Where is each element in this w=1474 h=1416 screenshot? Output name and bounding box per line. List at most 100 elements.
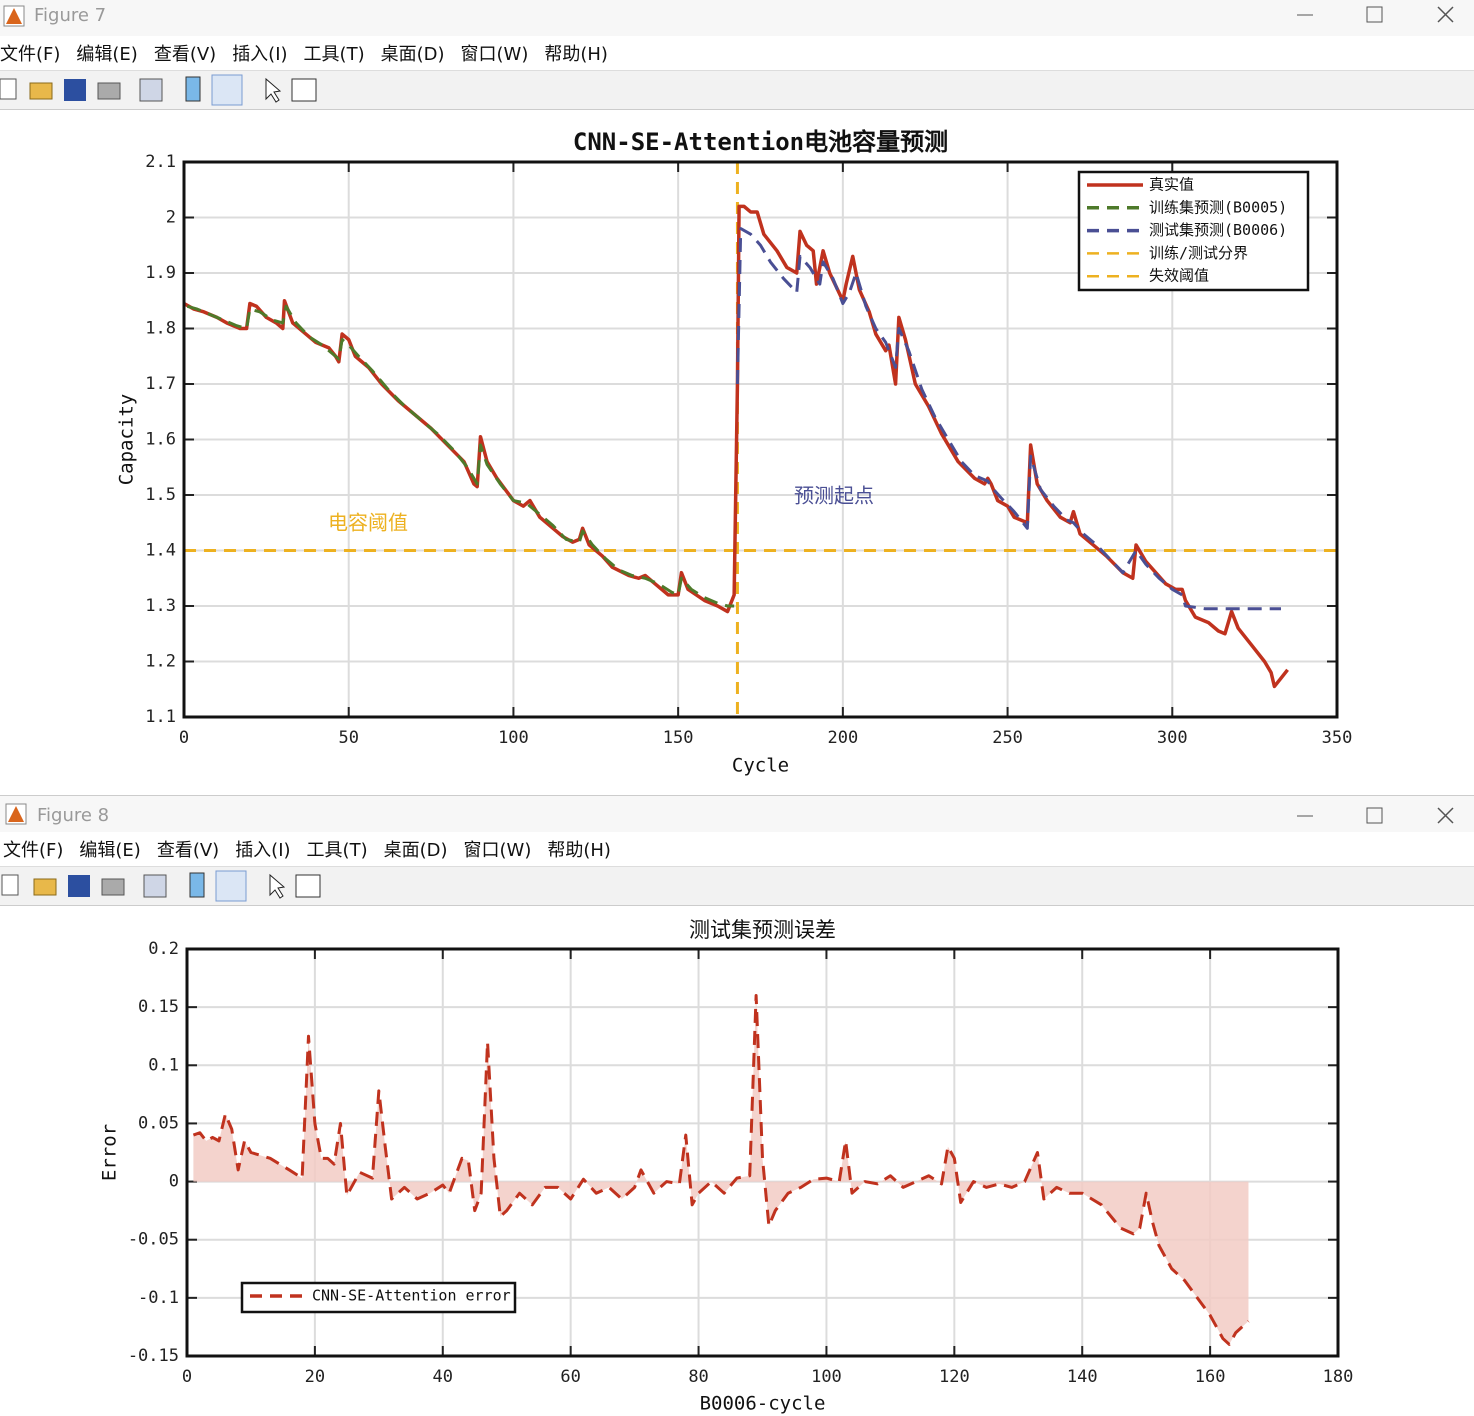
close[interactable] [1437,807,1454,824]
legend-label: 真实值 [1149,176,1194,194]
open-button[interactable] [29,82,53,100]
menu-item[interactable]: 窗口(W) [463,840,532,861]
x-tick-label: 250 [992,728,1023,748]
x-tick-label: 40 [433,1367,453,1387]
annotation: 预测起点 [794,484,874,508]
y-tick-label: 1.5 [145,485,176,505]
print-preview-button[interactable] [143,874,167,898]
property-button[interactable] [295,874,321,898]
legend-button[interactable] [215,870,247,902]
axes-box [185,947,1340,1358]
x-tick-label: 20 [305,1367,325,1387]
menu-item[interactable]: 插入(I) [235,840,291,861]
toolbar [0,866,1474,906]
new-button[interactable] [0,78,17,100]
menu-item[interactable]: 窗口(W) [460,44,529,65]
legend-label: 测试集预测(B0006) [1149,221,1287,239]
title-icons [5,803,1454,825]
y-tick-label: 0.15 [138,997,179,1017]
menu-bar: 文件(F) 编辑(E) 查看(V) 插入(I) 工具(T) 桌面(D) 窗口(W) 帮助(H) [0,832,1474,866]
x-tick-label: 0 [179,728,189,748]
series-line [186,304,735,608]
y-tick-label: 0.2 [148,939,179,959]
colorbar-button[interactable] [189,872,205,898]
y-tick-label: 1.9 [145,263,176,283]
x-tick-label: 50 [338,728,358,748]
menu-item[interactable]: 帮助(H) [544,44,608,65]
menu-item[interactable]: 文件(F) [3,840,64,861]
x-tick-label: 350 [1322,728,1353,748]
y-tick-label: -0.05 [128,1230,179,1250]
toolbar-icons [1,870,321,902]
menu-item[interactable]: 插入(I) [232,44,288,65]
title-bar: Figure 7 [0,0,1474,36]
legend-label: CNN-SE-Attention error [312,1287,511,1305]
y-tick-label: -0.1 [138,1288,179,1308]
x-axis-label: Cycle [732,755,789,777]
error-area [193,995,1249,1345]
colorbar-button[interactable] [185,76,201,102]
x-tick-label: 180 [1323,1367,1354,1387]
legend-label: 失效阈值 [1149,267,1209,285]
close[interactable] [1437,6,1454,23]
y-tick-label: 1.8 [145,319,176,339]
legend-button[interactable] [211,74,243,106]
x-axis-label: B0006-cycle [700,1393,826,1415]
x-tick-label: 300 [1157,728,1188,748]
legend-label: 训练集预测(B0005) [1149,198,1287,216]
menu-item[interactable]: 工具(T) [303,44,365,65]
title-icons [3,5,1454,27]
x-tick-label: 160 [1195,1367,1226,1387]
menu-item[interactable]: 帮助(H) [547,840,611,861]
annotation: 电容阈值 [328,511,408,535]
property-button[interactable] [291,78,317,102]
series-line [735,227,1281,611]
new-button[interactable] [1,874,19,896]
print-button[interactable] [101,878,125,896]
window-title: Figure 8 [37,805,110,826]
chart-title: 测试集预测误差 [689,918,836,942]
x-tick-label: 150 [663,728,694,748]
save-button[interactable] [64,79,86,101]
x-tick-label: 0 [182,1367,192,1387]
save-button[interactable] [68,875,90,897]
series-line [192,994,1250,1346]
y-axis-label: Capacity [116,394,138,486]
figure-window: Figure 7 文件(F) 编辑(E) 查看(V) 插入(I) 工具(T) 桌面(D) 窗… [0,0,1474,110]
title-bar: Figure 8 [0,795,1474,832]
maximize[interactable] [1366,6,1383,23]
y-tick-label: 1.1 [145,707,176,727]
menu-item[interactable]: 桌面(D) [380,44,445,65]
menu-item[interactable]: 编辑(E) [79,840,141,861]
menu-bar: 文件(F) 编辑(E) 查看(V) 插入(I) 工具(T) 桌面(D) 窗口(W) 帮助(H) [0,36,1474,70]
axes-box [182,160,1339,719]
print-preview-button[interactable] [139,78,163,102]
chart-title: CNN-SE-Attention电池容量预测 [573,128,948,156]
open-button[interactable] [33,878,57,896]
x-tick-label: 200 [827,728,858,748]
x-tick-label: 120 [939,1367,970,1387]
pointer-button[interactable] [269,873,286,899]
y-tick-label: 1.6 [145,430,176,450]
menu-item[interactable]: 编辑(E) [76,44,138,65]
x-tick-label: 80 [688,1367,708,1387]
print-button[interactable] [97,82,121,100]
axes: 0 50 100 150 200 250 300 350 1.1 1.2 1.3 1.4 1.5 1.6 1… [116,128,1353,777]
menu-item[interactable]: 查看(V) [156,840,220,861]
x-tick-label: 140 [1067,1367,1098,1387]
y-tick-label: 2 [166,208,176,228]
menu-item[interactable]: 工具(T) [306,840,368,861]
toolbar-icons [0,74,317,106]
menu-item[interactable]: 桌面(D) [383,840,448,861]
y-tick-label: 2.1 [145,152,176,172]
x-tick-label: 100 [811,1367,842,1387]
legend-box [240,1281,517,1314]
y-tick-label: 1.4 [145,541,176,561]
y-tick-label: 1.7 [145,374,176,394]
pointer-button[interactable] [265,77,282,103]
maximize[interactable] [1366,807,1383,824]
menu-item[interactable]: 文件(F) [0,44,61,65]
axes: 0 20 40 60 80 100 120 140 160 180 -0.15 -0.1 -0.05 0 0… [99,918,1354,1415]
menu-item[interactable]: 查看(V) [153,44,217,65]
